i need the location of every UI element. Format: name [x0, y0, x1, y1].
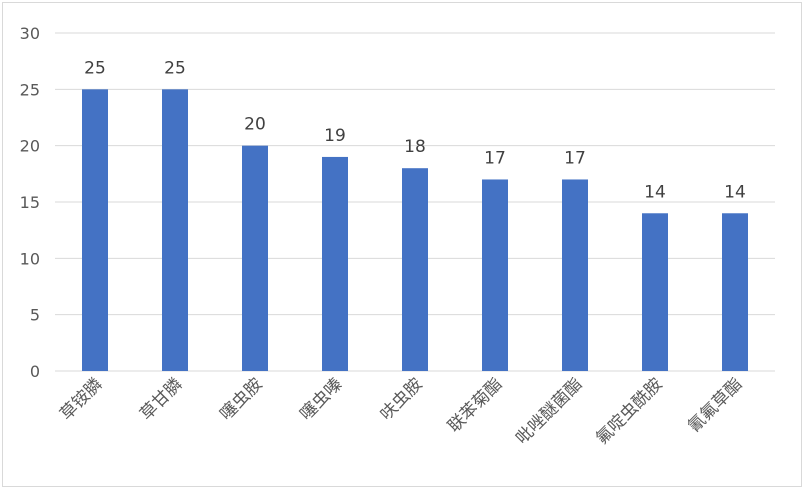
bar	[642, 213, 668, 371]
x-category-label: 吡唑醚菌酯	[512, 374, 586, 448]
data-label: 18	[404, 137, 426, 157]
data-label: 20	[244, 115, 266, 135]
bar	[242, 145, 268, 371]
x-category-label: 氰氟草酯	[684, 374, 746, 436]
data-label: 17	[564, 148, 586, 168]
y-axis-ticks: 0 5 10 15 20 25 30	[20, 24, 40, 381]
x-category-label: 草甘膦	[136, 374, 186, 424]
data-label: 19	[324, 126, 346, 146]
data-labels: 25 25 20 19 18 17 17 14 14	[84, 58, 746, 202]
x-category-label: 呋虫胺	[376, 374, 426, 424]
data-label: 14	[724, 182, 746, 202]
bar	[162, 89, 188, 371]
bar	[722, 213, 748, 371]
y-tick-label: 20	[20, 137, 40, 156]
data-label: 14	[644, 182, 666, 202]
bar	[562, 179, 588, 371]
data-label: 25	[164, 58, 186, 78]
data-label: 17	[484, 148, 506, 168]
bar	[482, 179, 508, 371]
y-tick-label: 30	[20, 24, 40, 43]
x-category-label: 草铵膦	[56, 374, 106, 424]
x-category-label: 氟啶虫酰胺	[592, 374, 666, 448]
x-category-label: 联苯菊酯	[444, 374, 506, 436]
x-axis-categories: 草铵膦 草甘膦 噻虫胺 噻虫嗪 呋虫胺 联苯菊酯 吡唑醚菌酯 氟啶虫酰胺 氰氟草酯	[56, 374, 746, 448]
bar	[82, 89, 108, 371]
y-tick-label: 10	[20, 249, 40, 268]
y-tick-label: 5	[30, 306, 40, 325]
bar	[402, 168, 428, 371]
x-category-label: 噻虫嗪	[296, 374, 346, 424]
bar	[322, 156, 348, 371]
bars	[82, 89, 748, 371]
y-tick-label: 15	[20, 193, 40, 212]
y-tick-label: 25	[20, 80, 40, 99]
y-tick-label: 0	[30, 362, 40, 381]
data-label: 25	[84, 58, 106, 78]
x-category-label: 噻虫胺	[216, 374, 266, 424]
